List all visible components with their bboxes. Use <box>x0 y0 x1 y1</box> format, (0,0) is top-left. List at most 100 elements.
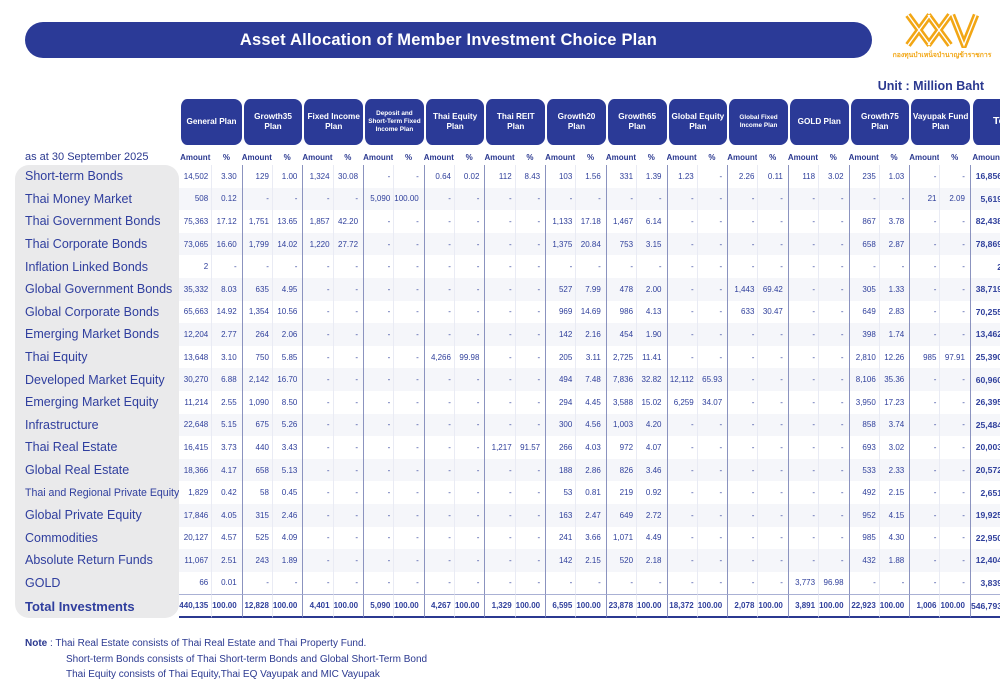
cell-percent: 4.15 <box>878 503 910 527</box>
cell-amount: 112 <box>484 165 514 188</box>
cell-percent: 4.95 <box>271 277 303 301</box>
cell-percent: - <box>453 458 485 482</box>
cell-percent: 0.01 <box>211 571 241 595</box>
cell-amount: - <box>363 165 393 188</box>
cell-percent: - <box>332 300 363 324</box>
cell-amount: - <box>363 368 394 391</box>
cell-amount: 675 <box>241 413 272 437</box>
cell-percent: 2.15 <box>878 481 909 504</box>
cell-amount: 440,135 <box>179 594 212 619</box>
cell-amount: 508 <box>179 187 212 211</box>
row-label: GOLD <box>15 571 180 595</box>
note-label: Note <box>25 638 48 649</box>
row-label: Emerging Market Bonds <box>15 323 180 346</box>
cell-amount: 20,127 <box>183 533 209 543</box>
cell-percent: - <box>757 436 787 459</box>
cell-amount: 235 <box>848 165 879 188</box>
cell-percent: - <box>939 255 969 278</box>
cell-percent: 4.30 <box>878 526 909 550</box>
cell-percent: - <box>393 436 423 459</box>
cell-amount: 1.23 <box>666 165 697 188</box>
cell-amount: 985 <box>909 345 939 369</box>
cell-amount: - <box>727 232 758 256</box>
cell-amount: - <box>484 277 515 301</box>
cell-amount: 20,572 <box>969 458 1000 482</box>
cell-amount: 3,839 <box>969 571 1000 595</box>
cell-percent: - <box>818 526 848 550</box>
cell-percent: 4.09 <box>271 526 302 550</box>
gpf-logo-icon <box>905 13 980 48</box>
cell-percent: 2.83 <box>878 300 909 324</box>
cell-amount: - <box>484 390 514 414</box>
cell-percent: 0.42 <box>211 481 241 504</box>
cell-percent: 100.00 <box>696 594 728 619</box>
row-label: Global Government Bonds <box>15 277 180 301</box>
cell-amount: - <box>787 549 819 572</box>
cell-amount: - <box>484 300 514 324</box>
cell-percent: - <box>332 571 363 595</box>
cell-percent: - <box>393 368 424 391</box>
row-label: Global Corporate Bonds <box>15 300 180 324</box>
cell-percent: 0.92 <box>636 481 666 504</box>
cell-percent: - <box>757 549 788 572</box>
gpf-logo: กองทุนบำเหน็จบำนาญข้าราชการ <box>892 12 992 60</box>
cell-percent: - <box>696 323 728 346</box>
cell-amount: - <box>727 210 757 233</box>
cell-amount: 331 <box>605 165 636 188</box>
cell-amount: 3,588 <box>605 390 636 414</box>
cell-amount: - <box>727 571 757 595</box>
cell-amount: - <box>302 345 332 369</box>
asset-row: Thai Corporate Bonds 73,065 16.60 1,799 14.0… <box>15 232 1000 256</box>
plan-header-global-equity-plan: Global Equity Plan <box>666 99 728 145</box>
cell-amount: 6,259 <box>666 390 697 414</box>
cell-percent: 3.30 <box>211 165 241 188</box>
cell-amount: 972 <box>605 436 636 459</box>
cell-amount: 25,390 <box>969 345 1000 369</box>
cell-percent: 5.13 <box>271 458 303 482</box>
cell-percent: - <box>332 345 363 369</box>
cell-amount: - <box>241 187 272 211</box>
cell-percent: 3.02 <box>818 165 848 188</box>
amount-subheader: Amount <box>363 153 394 162</box>
cell-amount: 1,799 <box>241 232 272 256</box>
cell-amount: 305 <box>848 277 879 301</box>
cell-amount: 11,214 <box>184 397 209 407</box>
plan-header-gold-plan: GOLD Plan <box>787 99 849 145</box>
cell-percent: 16.60 <box>211 232 242 256</box>
cell-amount: 70,255 <box>969 300 1000 324</box>
cell-percent: 4.05 <box>211 503 242 527</box>
cell-percent: - <box>818 549 849 572</box>
cell-percent: 1.74 <box>878 323 910 346</box>
cell-percent: - <box>332 413 364 437</box>
cell-amount: - <box>302 481 332 504</box>
cell-amount: - <box>666 481 697 504</box>
cell-percent: - <box>332 390 363 414</box>
cell-percent: - <box>757 526 787 550</box>
cell-amount: - <box>787 210 818 233</box>
cell-amount: - <box>241 255 272 278</box>
cell-amount: 13,648 <box>183 352 209 362</box>
cell-amount: - <box>302 255 332 278</box>
cell-amount: 492 <box>848 481 879 504</box>
cell-amount: 19,925 <box>969 503 1000 527</box>
percent-subheader: % <box>344 153 352 162</box>
cell-amount: 294 <box>545 390 575 414</box>
cell-amount: - <box>909 571 939 595</box>
cell-amount: - <box>484 481 514 504</box>
cell-percent: 5.26 <box>271 413 303 437</box>
cell-percent: 13.65 <box>271 210 302 233</box>
cell-amount: 18,372 <box>666 594 697 619</box>
cell-percent: 2.09 <box>939 187 970 211</box>
cell-percent: - <box>696 165 727 188</box>
cell-percent: - <box>939 571 969 595</box>
cell-amount: 649 <box>605 503 637 527</box>
row-label: Thai Equity <box>15 345 180 369</box>
plan-header-growth20-plan: Growth20 Plan <box>545 99 606 145</box>
cell-amount: 12,404 <box>969 549 1000 572</box>
cell-percent: - <box>939 165 969 188</box>
plan-header-deposit-and-short-term-fixed-income-plan: Deposit and Short-Term Fixed Income Plan <box>363 99 424 145</box>
cell-percent: 3.46 <box>636 458 667 482</box>
cell-percent: 10.56 <box>271 300 302 324</box>
cell-percent: 42.20 <box>332 210 363 233</box>
cell-percent: - <box>696 503 728 527</box>
